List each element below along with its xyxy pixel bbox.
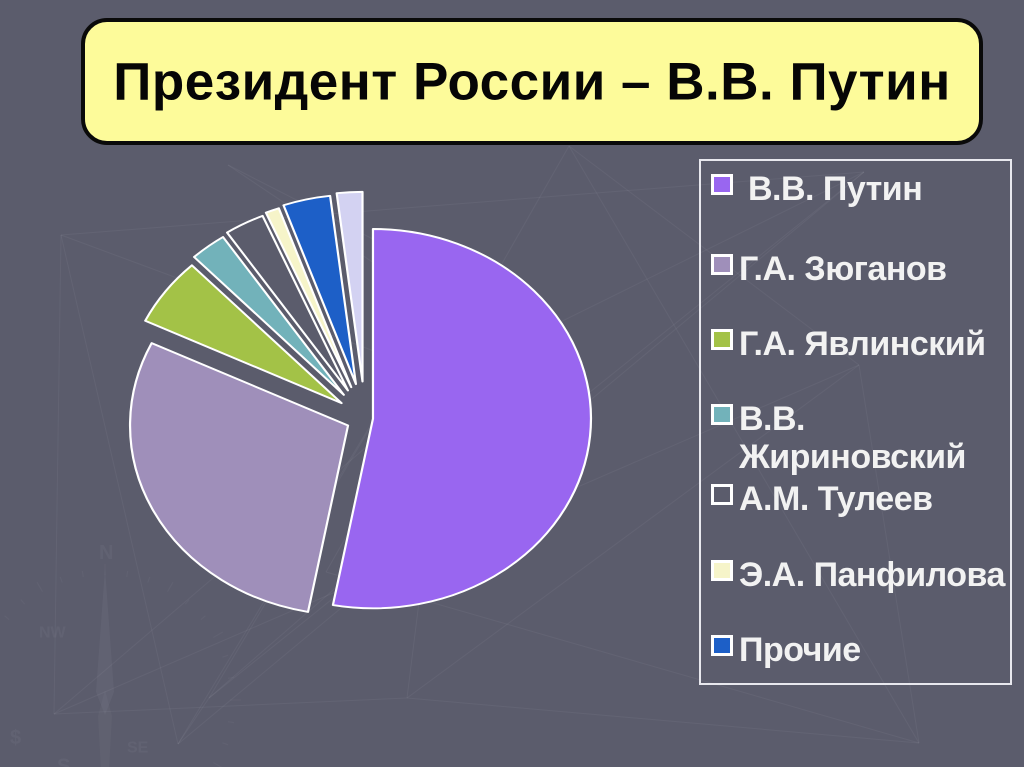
svg-text:$: $ xyxy=(10,727,21,749)
svg-text:N: N xyxy=(99,542,113,564)
svg-text:S: S xyxy=(57,756,70,767)
svg-text:SE: SE xyxy=(127,740,149,757)
svg-text:NW: NW xyxy=(39,625,67,642)
